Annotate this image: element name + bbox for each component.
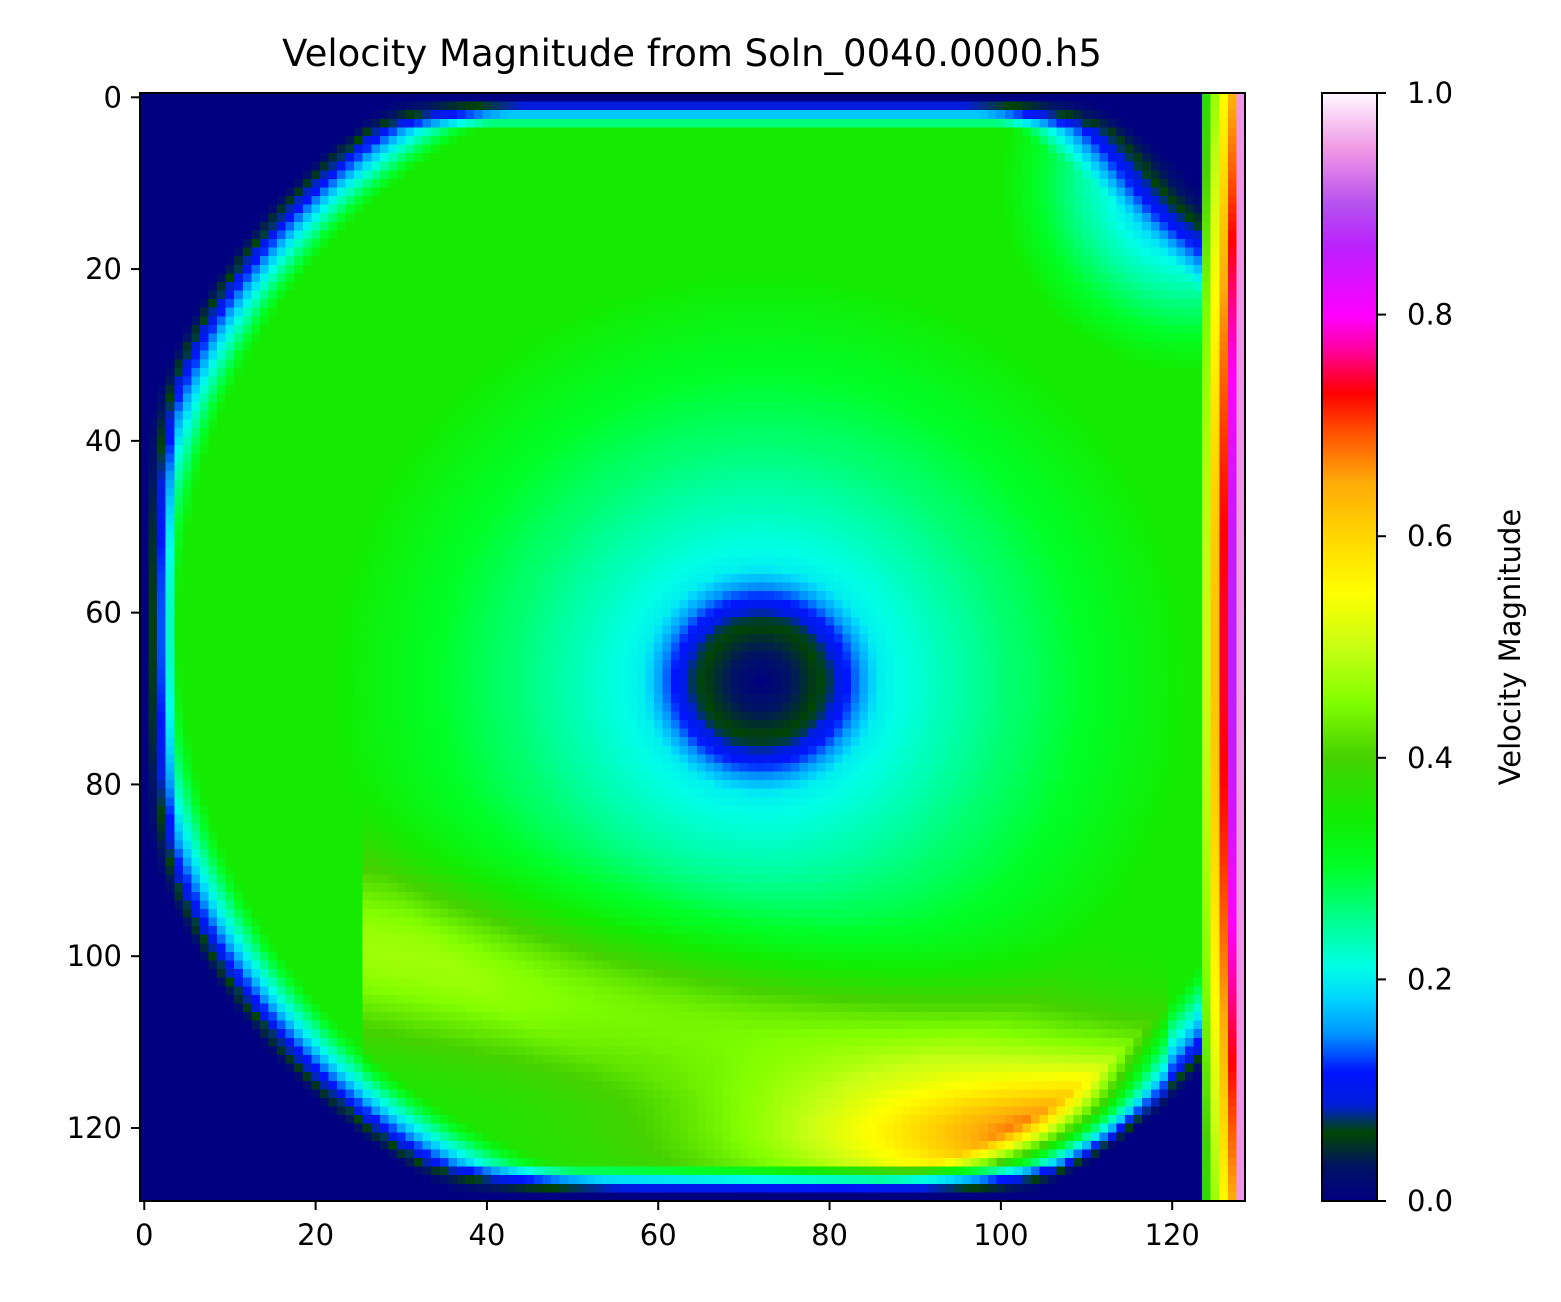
colorbar-tick-label: 0.4 [1407, 741, 1453, 775]
x-tick-label: 60 [640, 1218, 677, 1252]
x-tick-label: 40 [468, 1218, 505, 1252]
x-tick-label: 0 [135, 1218, 153, 1252]
y-tick-label: 20 [85, 252, 122, 286]
colorbar-tick-label: 0.0 [1407, 1184, 1453, 1218]
x-tick-label: 100 [973, 1218, 1028, 1252]
x-axis: 0 20 40 60 80 100 120 [135, 1201, 1200, 1252]
y-axis: 0 20 40 60 80 100 120 [67, 80, 140, 1145]
y-tick-label: 40 [85, 424, 122, 458]
x-tick-label: 120 [1145, 1218, 1200, 1252]
y-tick-label: 60 [85, 596, 122, 630]
y-tick-label: 0 [104, 80, 122, 114]
x-tick-label: 20 [297, 1218, 334, 1252]
colorbar-gradient [1322, 93, 1377, 1201]
y-tick-label: 120 [67, 1111, 122, 1145]
chart-title: Velocity Magnitude from Soln_0040.0000.h… [282, 32, 1102, 75]
y-tick-label: 80 [85, 767, 122, 801]
colorbar-tick-label: 0.2 [1407, 962, 1453, 996]
colorbar-tick-label: 0.8 [1407, 298, 1453, 332]
velocity-heatmap [140, 93, 1245, 1201]
x-tick-label: 80 [811, 1218, 848, 1252]
colorbar-tick-label: 0.6 [1407, 519, 1453, 553]
heatmap-frame [139, 92, 1246, 1202]
colorbar-tick-label: 1.0 [1407, 76, 1453, 110]
y-tick-label: 100 [67, 939, 122, 973]
colorbar-axis: 0.0 0.2 0.4 0.6 0.8 1.0 [1377, 76, 1453, 1218]
colorbar-frame [1321, 92, 1378, 1202]
colorbar-label: Velocity Magnitude [1493, 509, 1527, 786]
